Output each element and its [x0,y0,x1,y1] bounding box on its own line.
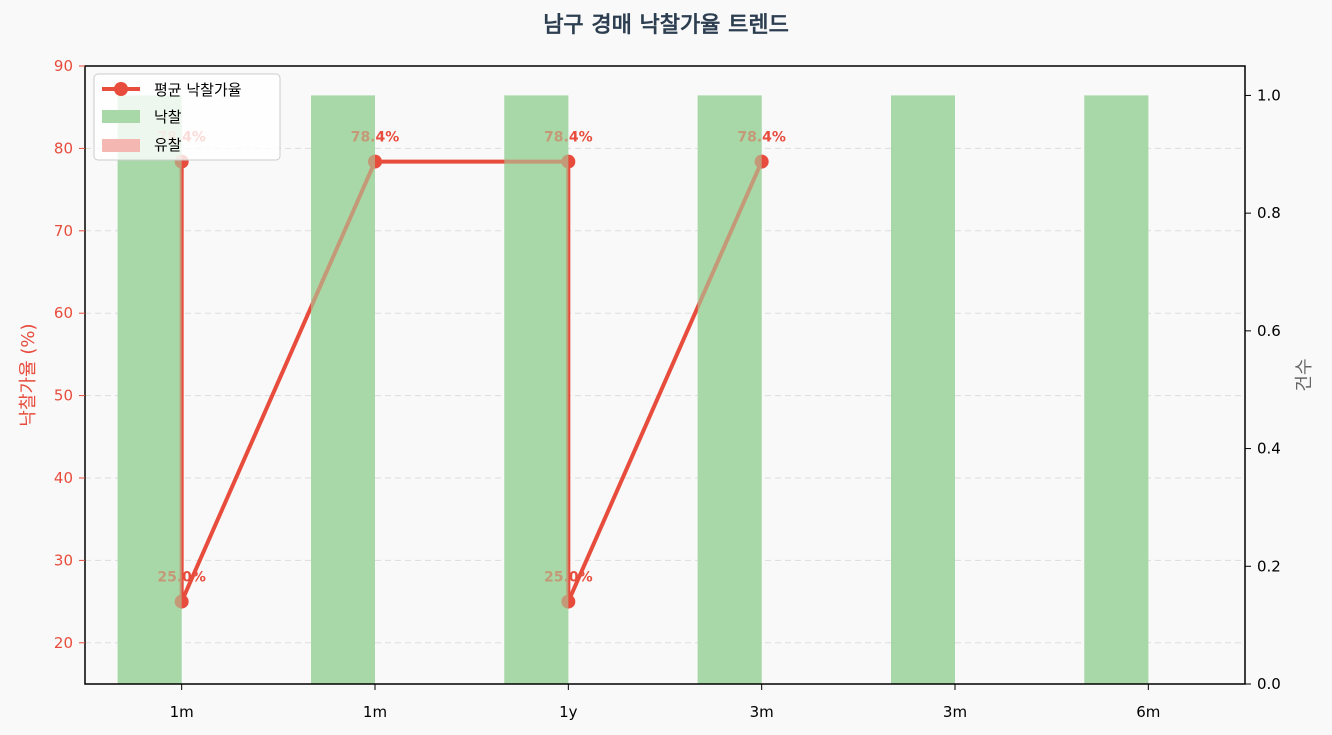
legend-label-success: 낙찰 [154,108,182,126]
x-tick-label: 1m [363,703,387,721]
y-left-tick-label: 80 [54,139,73,157]
bar-overlay [311,95,375,684]
y-right-tick-label: 1.0 [1257,86,1281,104]
legend-swatch-success [102,110,140,123]
data-labels: 78.4%25.0%78.4%78.4%25.0%78.4% [117,95,1149,684]
bars [117,95,1149,684]
line-path [179,159,764,604]
y-left-tick-label: 30 [54,551,73,569]
legend-line-marker [114,82,128,96]
y-left-axis-label: 낙찰가율 (%) [18,323,39,426]
bar-overlay [504,95,569,684]
legend-swatch-fail [102,139,140,152]
plot-frame [84,65,1246,685]
y-left-tick-label: 20 [54,634,73,652]
line-series [174,154,769,609]
bar-overlay [891,95,955,684]
bar-overlay [1084,95,1149,684]
y-right-tick-label: 0.8 [1257,204,1281,222]
axes: 20 30 40 50 60 70 80 90 0.0 0.2 0.4 0.6 0.8 1.0 1m 1m 1y… [54,57,1281,721]
y-right-axis-label: 건수 [1294,358,1315,391]
y-left-tick-label: 90 [54,57,73,75]
x-tick-label: 3m [750,703,774,721]
y-right-tick-label: 0.6 [1257,322,1281,340]
x-tick-label: 1m [170,703,194,721]
y-right-tick-label: 0.2 [1257,557,1281,575]
chart-title: 남구 경매 낙찰가율 트렌드 [543,13,789,38]
y-left-tick-label: 50 [54,387,73,405]
x-tick-label: 6m [1136,703,1160,721]
bar-overlay [697,95,762,684]
y-left-tick-label: 60 [54,304,73,322]
legend-label-fail: 유찰 [154,136,182,154]
x-tick-label: 3m [943,703,967,721]
y-left-tick-label: 70 [54,222,73,240]
y-right-tick-label: 0.4 [1257,440,1281,458]
legend-box [93,73,281,161]
legend-label-line: 평균 낙찰가율 [154,81,242,99]
bar-overlay [117,95,182,684]
y-right-tick-label: 0.0 [1257,675,1281,693]
y-left-tick-label: 40 [54,469,73,487]
x-tick-label: 1y [559,703,578,721]
